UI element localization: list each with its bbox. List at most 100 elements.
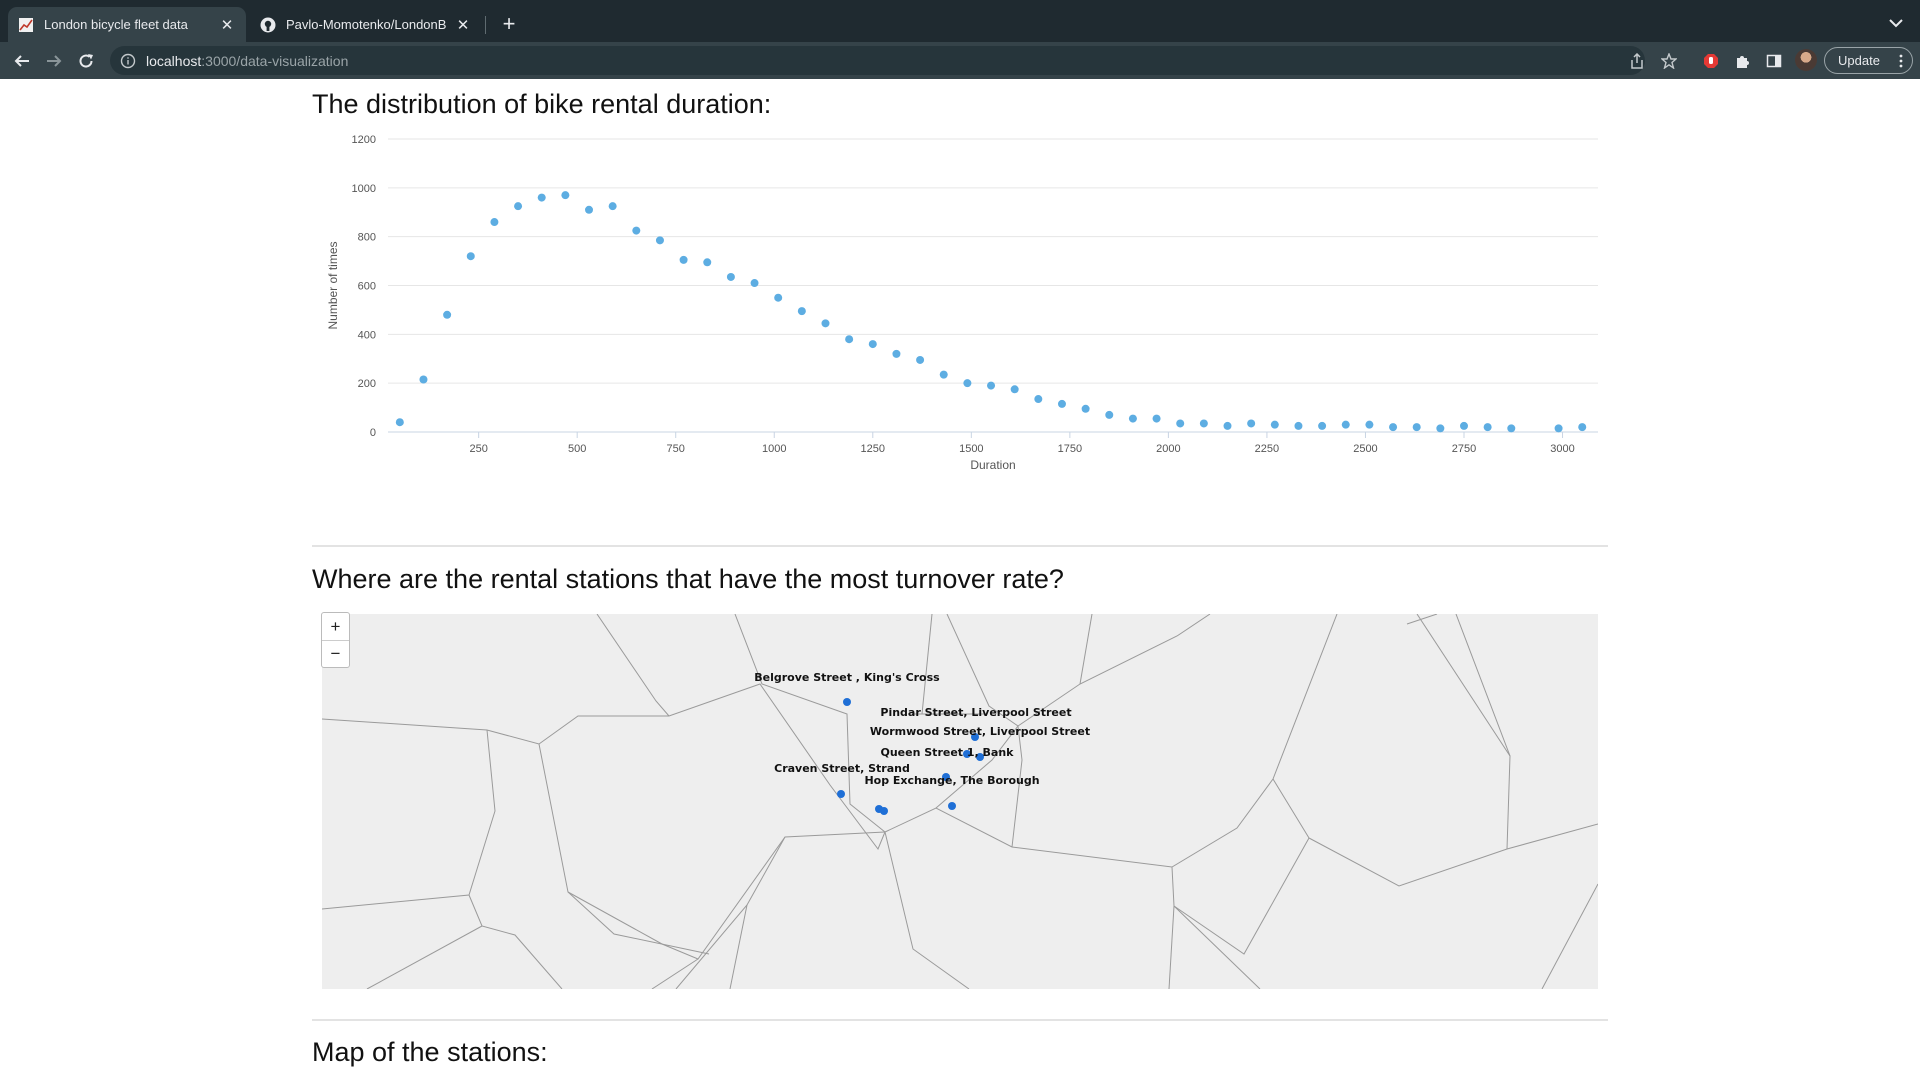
- browser-toolbar: localhost :3000/data-visualization Updat…: [0, 42, 1920, 79]
- x-tick-label: 750: [667, 443, 685, 455]
- chevron-down-icon[interactable]: [1886, 13, 1906, 33]
- data-point: [939, 370, 948, 379]
- data-point: [1199, 419, 1208, 428]
- voronoi-map-layer: Belgrove Street , King's Cross Pindar Str…: [322, 614, 1598, 989]
- data-point: [419, 375, 428, 384]
- tab-london-bicycle[interactable]: London bicycle fleet data ✕: [8, 7, 246, 42]
- puzzle-icon[interactable]: [1733, 51, 1753, 71]
- stations-map[interactable]: Belgrove Street , King's Cross Pindar Str…: [322, 614, 1598, 989]
- x-axis-label: Duration: [970, 458, 1015, 472]
- url-path: :3000/data-visualization: [201, 52, 349, 69]
- data-point: [1365, 420, 1374, 429]
- side-panel-icon[interactable]: [1764, 51, 1784, 71]
- address-bar[interactable]: localhost :3000/data-visualization: [110, 46, 1645, 75]
- data-point: [608, 202, 617, 211]
- tab-separator: [485, 16, 486, 34]
- data-point: [1412, 423, 1421, 432]
- data-point: [987, 381, 996, 390]
- station-label: Pindar Street, Liverpool Street: [880, 706, 1071, 719]
- y-tick-label: 400: [358, 329, 376, 341]
- zoom-out-button[interactable]: −: [322, 640, 349, 667]
- bookmark-star-icon[interactable]: [1659, 51, 1679, 71]
- data-point: [443, 310, 452, 319]
- data-point: [1507, 424, 1516, 433]
- data-point: [1341, 420, 1350, 429]
- x-tick-label: 2500: [1353, 443, 1377, 455]
- update-button[interactable]: Update: [1824, 47, 1913, 74]
- data-point: [514, 202, 523, 211]
- x-tick-label: 1250: [861, 443, 885, 455]
- y-tick-label: 0: [370, 427, 376, 439]
- x-tick-label: 1500: [959, 443, 983, 455]
- station-marker[interactable]: [971, 733, 979, 741]
- tab-bar: London bicycle fleet data ✕ Pavlo-Momote…: [0, 0, 1920, 42]
- y-tick-label: 600: [358, 281, 376, 293]
- data-point: [1436, 424, 1445, 433]
- x-tick-label: 250: [469, 443, 487, 455]
- profile-avatar[interactable]: [1795, 49, 1817, 71]
- update-label: Update: [1838, 53, 1880, 68]
- section-divider: [312, 545, 1608, 547]
- data-point: [1578, 423, 1587, 432]
- back-arrow-icon[interactable]: [10, 49, 34, 73]
- forward-arrow-icon[interactable]: [42, 49, 66, 73]
- station-label: Queen Street 1, Bank: [881, 746, 1015, 759]
- data-point: [1034, 395, 1043, 404]
- data-point: [395, 418, 404, 427]
- y-axis-label: Number of times: [326, 241, 340, 329]
- data-point: [679, 255, 688, 264]
- data-point: [892, 349, 901, 358]
- data-point: [1223, 421, 1232, 430]
- url-host: localhost: [146, 52, 202, 69]
- x-tick-label: 2000: [1156, 443, 1180, 455]
- data-point: [561, 191, 570, 200]
- x-tick-label: 3000: [1550, 443, 1574, 455]
- data-point: [821, 319, 830, 328]
- data-point: [845, 335, 854, 344]
- page-content: The distribution of bike rental duration…: [0, 79, 1920, 1067]
- info-icon[interactable]: [120, 53, 136, 69]
- x-tick-label: 2750: [1452, 443, 1476, 455]
- station-label: Belgrove Street , King's Cross: [754, 671, 940, 684]
- close-tab-icon[interactable]: ✕: [456, 16, 470, 34]
- kebab-menu-icon[interactable]: [1899, 53, 1903, 72]
- data-point: [1554, 424, 1563, 433]
- data-point: [1105, 410, 1114, 419]
- data-point: [726, 272, 735, 281]
- x-tick-label: 1000: [762, 443, 786, 455]
- data-point: [1081, 404, 1090, 413]
- station-marker[interactable]: [837, 790, 845, 798]
- data-point: [963, 379, 972, 388]
- duration-scatter-chart: 0 200 400 600 800 1000 1200 250 500 750 1000 1250 15…: [326, 134, 1598, 472]
- section-title-duration: The distribution of bike rental duration…: [312, 89, 772, 119]
- data-point: [1057, 399, 1066, 408]
- data-point: [1270, 420, 1279, 429]
- share-icon[interactable]: [1627, 51, 1647, 71]
- data-point: [1459, 421, 1468, 430]
- data-point: [916, 355, 925, 364]
- station-marker[interactable]: [880, 807, 888, 815]
- tab-github[interactable]: Pavlo-Momotenko/LondonBicy ✕: [250, 7, 482, 42]
- chart-favicon-icon: [18, 17, 34, 33]
- data-point: [537, 193, 546, 202]
- x-tick-label: 2250: [1255, 443, 1279, 455]
- station-marker[interactable]: [942, 773, 950, 781]
- data-point: [1389, 423, 1398, 432]
- zoom-in-button[interactable]: +: [330, 616, 341, 636]
- section-divider: [312, 1019, 1608, 1021]
- data-point: [797, 307, 806, 316]
- reload-icon[interactable]: [74, 49, 98, 73]
- tab-title: Pavlo-Momotenko/LondonBicy: [286, 17, 446, 32]
- new-tab-icon[interactable]: +: [502, 11, 516, 36]
- station-marker[interactable]: [843, 698, 851, 706]
- data-point: [490, 218, 499, 227]
- data-point: [1152, 414, 1161, 423]
- station-marker[interactable]: [976, 753, 984, 761]
- data-point: [774, 293, 783, 302]
- section-title-stations: Where are the rental stations that have …: [312, 564, 1064, 594]
- station-marker[interactable]: [963, 750, 971, 758]
- tab-title: London bicycle fleet data: [44, 17, 188, 32]
- extension-stop-icon[interactable]: [1701, 51, 1721, 71]
- close-tab-icon[interactable]: ✕: [220, 16, 234, 34]
- station-marker[interactable]: [948, 802, 956, 810]
